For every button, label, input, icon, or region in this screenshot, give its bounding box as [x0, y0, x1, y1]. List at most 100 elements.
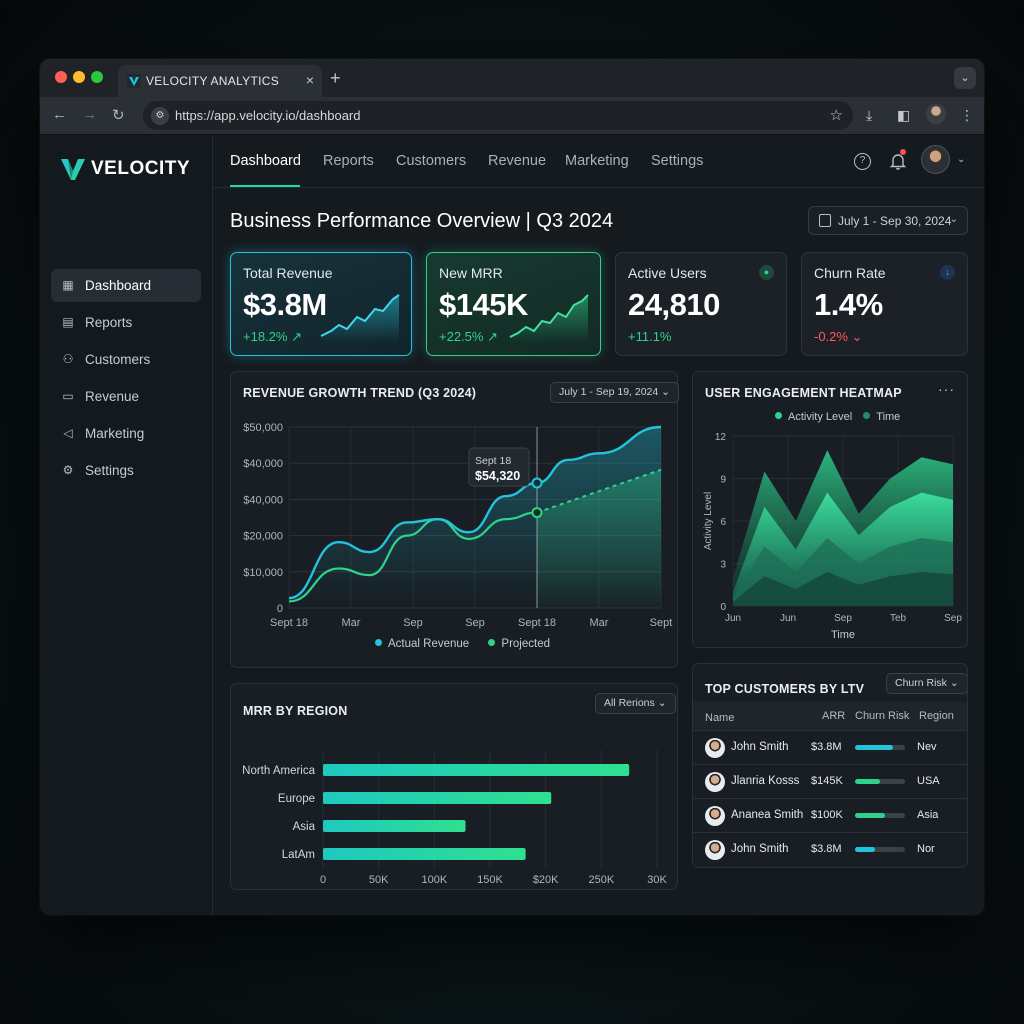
top-customers-panel: TOP CUSTOMERS BY LTV Churn Risk ⌄ Name A…: [692, 663, 968, 868]
report-icon: ▤: [62, 315, 74, 329]
tab-list-chevron-icon[interactable]: ⌄: [954, 67, 976, 89]
user-avatar[interactable]: [921, 145, 950, 174]
bookmark-star-icon[interactable]: ☆: [829, 107, 843, 124]
address-bar[interactable]: ⚙ https://app.velocity.io/dashboard ☆: [143, 101, 853, 130]
more-options-icon[interactable]: ···: [938, 381, 955, 397]
url-text[interactable]: https://app.velocity.io/dashboard: [175, 108, 361, 123]
kpi-label: Total Revenue: [243, 265, 333, 281]
sidebar-toggle-icon[interactable]: ◧: [897, 107, 911, 123]
date-range-picker[interactable]: July 1 - Sep 30, 2024 ⌄: [808, 206, 968, 235]
churn-risk-track: [855, 779, 905, 784]
new-tab-icon[interactable]: +: [330, 68, 341, 88]
sidebar-item-label: Marketing: [85, 426, 145, 441]
kpi-card-total-revenue[interactable]: Total Revenue $3.8M +18.2% ↗: [230, 252, 412, 356]
x-tick-label: Sept 18: [518, 617, 556, 629]
kpi-value: 1.4%: [814, 287, 883, 322]
x-tick-label: Sep: [834, 613, 852, 624]
customer-avatar: [705, 840, 725, 860]
table-row[interactable]: John Smith $3.8M Nor: [693, 832, 967, 866]
customer-name: Jlanria Kosss: [731, 775, 800, 787]
revenue-range-select[interactable]: July 1 - Sep 19, 2024 ⌄: [550, 382, 679, 403]
tab-marketing[interactable]: Marketing: [565, 153, 629, 169]
customer-name: John Smith: [731, 843, 789, 855]
brand-name: VELOCITY: [91, 158, 191, 179]
sidebar-item-dashboard[interactable]: ▦ Dashboard: [51, 269, 201, 302]
column-header-churn-risk[interactable]: Churn Risk: [855, 710, 910, 722]
notification-bell-icon[interactable]: [889, 152, 907, 170]
sidebar-item-customers[interactable]: ⚇ Customers: [51, 343, 201, 376]
x-tick-label: 0: [320, 874, 326, 886]
minimize-window-button[interactable]: [73, 71, 85, 83]
reload-icon[interactable]: ↻: [112, 107, 125, 124]
region-filter-select[interactable]: All Rerions ⌄: [595, 693, 676, 714]
kpi-card-churn-rate[interactable]: Churn Rate ↓ 1.4% -0.2% ⌄: [801, 252, 968, 356]
sidebar-item-label: Dashboard: [85, 278, 152, 293]
table-row[interactable]: Jlanria Kosss $145K USA: [693, 764, 967, 798]
more-menu-icon[interactable]: ⋮: [960, 107, 974, 123]
customer-region: Asia: [917, 809, 939, 821]
page-title: Business Performance Overview | Q3 2024: [230, 210, 614, 232]
column-header-arr[interactable]: ARR: [822, 710, 846, 722]
help-icon[interactable]: ?: [854, 153, 871, 170]
table-row[interactable]: John Smith $3.8M Nev: [693, 730, 967, 764]
close-window-button[interactable]: [55, 71, 67, 83]
legend-label-time: Time: [876, 411, 901, 423]
category-label: Europe: [278, 793, 315, 805]
maximize-window-button[interactable]: [91, 71, 103, 83]
tab-dashboard[interactable]: Dashboard: [230, 153, 301, 169]
kpi-card-new-mrr[interactable]: New MRR $145K +22.5% ↗: [426, 252, 601, 356]
back-arrow-icon[interactable]: ←: [52, 106, 67, 123]
chevron-down-icon: ⌄: [949, 214, 958, 225]
chevron-down-icon[interactable]: ⌄: [957, 154, 966, 165]
forward-arrow-icon[interactable]: →: [82, 106, 97, 123]
x-tick-label: 150K: [477, 874, 503, 886]
browser-profile-avatar[interactable]: [926, 104, 946, 124]
churn-risk-filter-select[interactable]: Churn Risk ⌄: [886, 673, 967, 694]
column-header-region[interactable]: Region: [919, 710, 954, 722]
kpi-label: New MRR: [439, 265, 503, 281]
region-filter-text: All Rerions: [604, 697, 655, 709]
notification-dot: [900, 149, 906, 155]
sidebar-item-label: Revenue: [85, 389, 140, 404]
column-header-name[interactable]: Name: [705, 712, 735, 724]
kpi-card-active-users[interactable]: Active Users ● 24,810 +11.1%: [615, 252, 787, 356]
tab-reports[interactable]: Reports: [323, 153, 374, 169]
actual-data-point: [531, 477, 543, 489]
x-tick-label: 30K: [647, 874, 667, 886]
kpi-label: Churn Rate: [814, 265, 886, 281]
legend-label-actual: Actual Revenue: [388, 638, 470, 650]
customer-arr: $100K: [811, 809, 843, 821]
x-tick-label: Sept 18: [270, 617, 308, 629]
legend-dot-projected: [488, 639, 496, 646]
y-tick-label: 3: [720, 560, 726, 571]
kpi-value: 24,810: [628, 287, 720, 322]
tab-title: VELOCITY ANALYTICS: [146, 74, 279, 88]
category-label: Asia: [293, 821, 316, 833]
actual-revenue-series-line: [288, 425, 662, 600]
x-tick-label: Mar: [590, 617, 609, 629]
tab-revenue[interactable]: Revenue: [488, 153, 547, 169]
browser-tab[interactable]: VELOCITY ANALYTICS ×: [118, 65, 322, 97]
y-axis-label: Activity Level: [703, 492, 714, 550]
x-tick-label: $20K: [533, 874, 559, 886]
sidebar-item-reports[interactable]: ▤ Reports: [51, 306, 201, 339]
customer-arr: $3.8M: [811, 741, 842, 753]
sidebar: VELOCITY ▦ Dashboard ▤ Reports ⚇ Custome…: [40, 136, 213, 915]
download-icon[interactable]: ⤓: [866, 107, 873, 123]
table-header: Name ARR Churn Risk Region: [693, 702, 967, 730]
x-axis-label: Time: [831, 629, 855, 641]
revenue-growth-panel: REVENUE GROWTH TREND (Q3 2024) July 1 - …: [230, 371, 679, 668]
tooltip-label: Sept 18: [475, 455, 511, 467]
sidebar-item-settings[interactable]: ⚙ Settings: [51, 454, 201, 487]
x-tick-label: 250K: [588, 874, 614, 886]
site-settings-icon[interactable]: ⚙: [151, 107, 169, 125]
tab-close-icon[interactable]: ×: [305, 72, 314, 88]
sidebar-item-marketing[interactable]: ◁ Marketing: [51, 417, 201, 450]
sidebar-item-revenue[interactable]: ▭ Revenue: [51, 380, 201, 413]
browser-toolbar: ← → ↻ ⚙ https://app.velocity.io/dashboar…: [40, 97, 984, 135]
x-tick-label: Sep: [944, 613, 962, 624]
table-row[interactable]: Ananea Smith $100K Asia: [693, 798, 967, 832]
tab-customers[interactable]: Customers: [396, 153, 467, 169]
tab-settings[interactable]: Settings: [651, 153, 704, 169]
panel-title: USER ENGAGEMENT HEATMAP: [705, 386, 902, 400]
